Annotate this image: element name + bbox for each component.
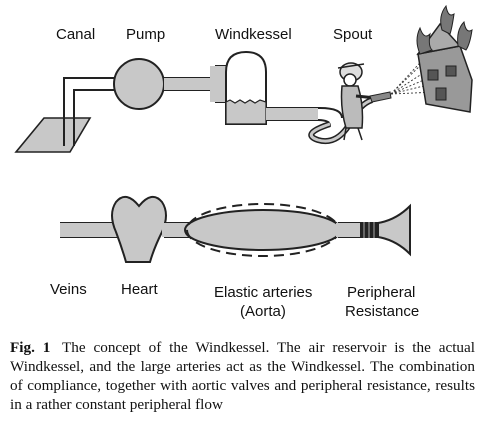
top-system-drawing (14, 4, 473, 153)
spout-nozzle (369, 91, 392, 103)
flame (457, 20, 473, 51)
label-peripheral: Peripheral (347, 284, 415, 301)
label-veins: Veins (50, 281, 87, 298)
intake-pipe (63, 77, 118, 146)
figure-number: Fig. 1 (10, 339, 51, 356)
flame (416, 26, 433, 55)
label-heart: Heart (121, 281, 159, 298)
windkessel-figure: Canal Pump Windkessel Spout (14, 4, 473, 320)
figure-caption: Fig. 1 The concept of the Windkessel. Th… (10, 338, 475, 414)
burning-house (416, 4, 473, 113)
caption-text: The concept of the Windkessel. The air r… (10, 339, 475, 413)
label-spout: Spout (333, 26, 373, 43)
elastic-aorta (184, 209, 342, 251)
label-elastic-arteries: Elastic arteries (214, 284, 312, 301)
firefighter-figure (337, 62, 377, 141)
canal-water (14, 117, 92, 153)
flame (440, 4, 455, 35)
windkessel-water (225, 99, 267, 125)
heart-icon (111, 195, 167, 263)
outlet-flare (377, 203, 411, 257)
label-aorta: (Aorta) (240, 303, 286, 320)
label-resistance: Resistance (345, 303, 419, 320)
cardiovascular-analogy-drawing (60, 195, 411, 263)
label-windkessel: Windkessel (215, 26, 292, 43)
label-pump: Pump (126, 26, 165, 43)
label-canal: Canal (56, 26, 95, 43)
pump-icon (113, 58, 165, 110)
